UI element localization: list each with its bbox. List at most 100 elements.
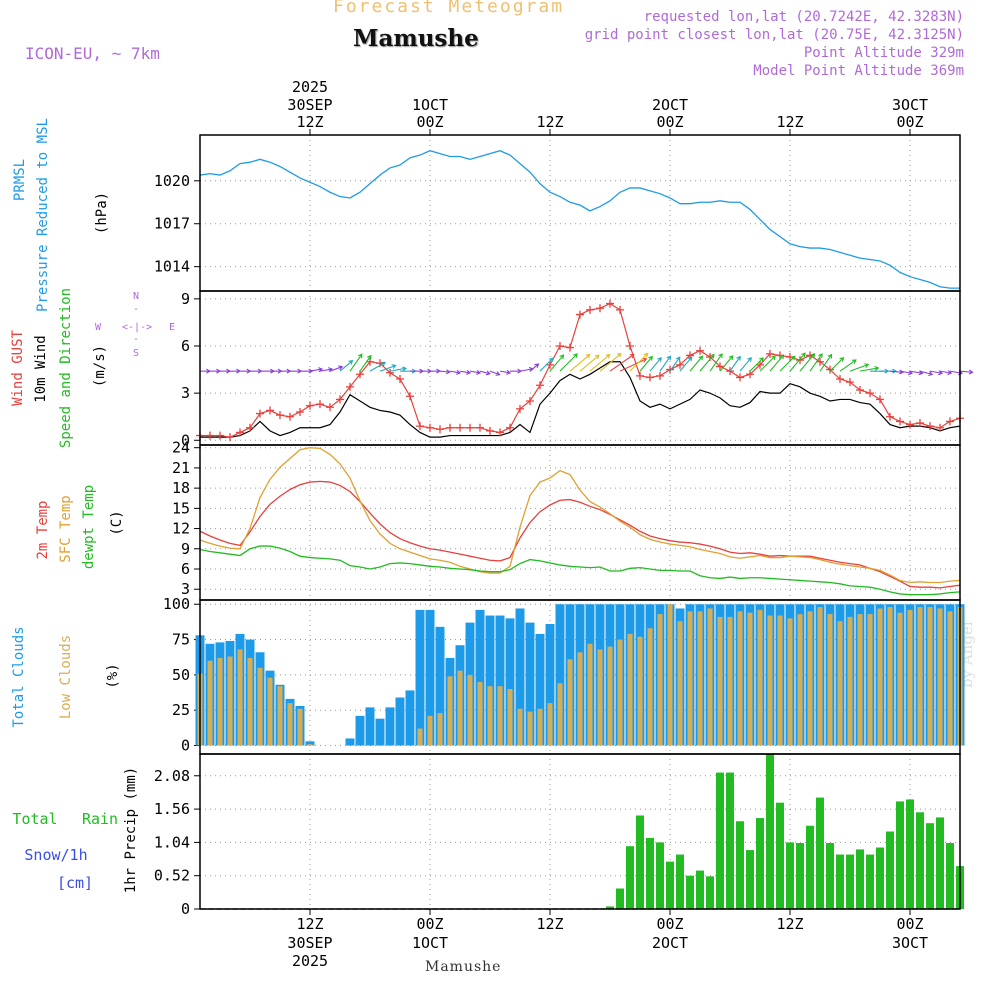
precip-ytick-label: 0.52 [154, 867, 190, 885]
top-hour-label: 12Z [776, 113, 803, 131]
wind-arrowhead [236, 368, 241, 374]
compass-w: W [95, 322, 102, 333]
temperature-ytick-label: 21 [172, 459, 190, 477]
low-cloud-bar [737, 611, 743, 746]
total-cloud-bar [555, 604, 565, 746]
wind-arrow [349, 353, 363, 372]
low-cloud-bar [247, 657, 253, 746]
low-cloud-bar [287, 703, 293, 746]
bottom-year-label: 2025 [292, 952, 328, 970]
wind-arrowhead [348, 360, 354, 365]
total-cloud-bar [495, 615, 505, 746]
low-cloud-bar [637, 636, 643, 746]
gust-marker [656, 371, 664, 380]
precip-bar [846, 854, 854, 909]
pressure-line [199, 150, 960, 289]
bottom-hour-label: 12Z [296, 915, 323, 933]
dewpt-line [199, 545, 961, 596]
low-cloud-bar [507, 689, 513, 746]
gust-marker [926, 422, 934, 431]
low-cloud-bar [477, 681, 483, 746]
wind-arrow [379, 364, 396, 372]
wind-arrow [599, 353, 622, 372]
wind-arrow [929, 370, 943, 374]
wind-arrowhead [456, 369, 462, 375]
totalclouds-ylabel: Total Clouds [11, 626, 27, 727]
gust-ylabel: Wind GUST [10, 330, 26, 406]
wind-arrowhead [801, 352, 806, 358]
wind-arrow [609, 354, 635, 372]
wind-arrow [959, 370, 973, 373]
compass-ns-top: - [133, 304, 139, 315]
precip-bar [856, 849, 864, 909]
wind-arrow [469, 370, 481, 374]
wind-arrow [619, 358, 647, 372]
precip-frame [199, 753, 961, 910]
total-cloud-bar [505, 618, 515, 746]
wind-arrowhead [357, 353, 363, 359]
total-cloud-bar [535, 633, 545, 746]
total-cloud-bar [375, 718, 385, 746]
wind-arrow [669, 356, 681, 372]
precip-bar [736, 821, 744, 909]
wind-arrow [389, 367, 407, 372]
gust-marker [906, 420, 914, 429]
pressure-ytick-label: 1014 [154, 258, 190, 276]
precip-bar [896, 801, 904, 909]
wind-arrow [319, 368, 333, 372]
wind-arrow [649, 357, 662, 372]
low-cloud-bar [277, 686, 283, 746]
low-cloud-bar [487, 686, 493, 746]
precip-bar [656, 842, 664, 909]
precip-bar [796, 843, 804, 909]
gust-marker [346, 382, 354, 391]
gust-marker [606, 299, 614, 308]
precip-bar [946, 843, 954, 909]
precip-bar [916, 812, 924, 909]
wind-arrowhead [381, 361, 386, 367]
gust-marker [506, 423, 514, 432]
gridpoint-coords: grid point closest lon,lat (20.75E, 42.3… [584, 27, 964, 43]
total-cloud-bar [475, 609, 485, 746]
wind-arrow [769, 354, 784, 372]
gust-marker [646, 373, 654, 382]
wind-arrowhead [687, 356, 693, 362]
compass-e: E [169, 322, 175, 333]
low-cloud-bar [537, 708, 543, 746]
gust-marker [326, 403, 334, 412]
gust-marker [756, 360, 764, 369]
low-cloud-bar [497, 686, 503, 746]
precip-snow-label: Snow/1h [24, 846, 87, 864]
low-cloud-bar [727, 616, 733, 746]
wind-arrow [529, 363, 539, 372]
temperature-ytick-label: 3 [181, 580, 190, 598]
gust-marker [696, 346, 704, 355]
wind-arrow [549, 354, 564, 372]
wind-arrow [859, 367, 879, 372]
low-cloud-bar [907, 609, 913, 746]
gust-marker [636, 371, 644, 380]
low-cloud-bar [427, 715, 433, 746]
wind-arrowhead [436, 368, 441, 374]
wind-arrowhead [675, 356, 681, 362]
wind-arrow [749, 357, 764, 372]
gust-marker [586, 305, 594, 314]
low-cloud-bar [667, 604, 673, 746]
wind-arrow [939, 370, 952, 374]
wind-arrow [799, 353, 815, 372]
bottom-hour-label: 12Z [776, 915, 803, 933]
gust-marker [356, 370, 364, 379]
precip-bar [686, 875, 694, 909]
gust-marker [596, 304, 604, 313]
gust-marker [306, 401, 314, 410]
total-cloud-bar [525, 622, 535, 746]
pressure-frame [199, 134, 961, 292]
pressure-units: (hPa) [94, 192, 110, 234]
pressure-ytick-label: 1017 [154, 215, 190, 233]
wind-arrowhead [736, 355, 741, 361]
wind-arrow [719, 355, 734, 372]
wind-arrowhead [338, 365, 344, 371]
wind-arrowhead [851, 359, 857, 364]
low-cloud-bar [567, 659, 573, 746]
